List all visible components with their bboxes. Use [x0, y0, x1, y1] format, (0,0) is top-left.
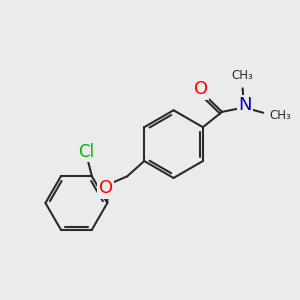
Text: N: N — [238, 96, 252, 114]
Text: CH₃: CH₃ — [270, 109, 292, 122]
Text: Cl: Cl — [78, 143, 94, 161]
Text: O: O — [99, 179, 113, 197]
Text: CH₃: CH₃ — [232, 69, 254, 82]
Text: O: O — [194, 80, 208, 98]
